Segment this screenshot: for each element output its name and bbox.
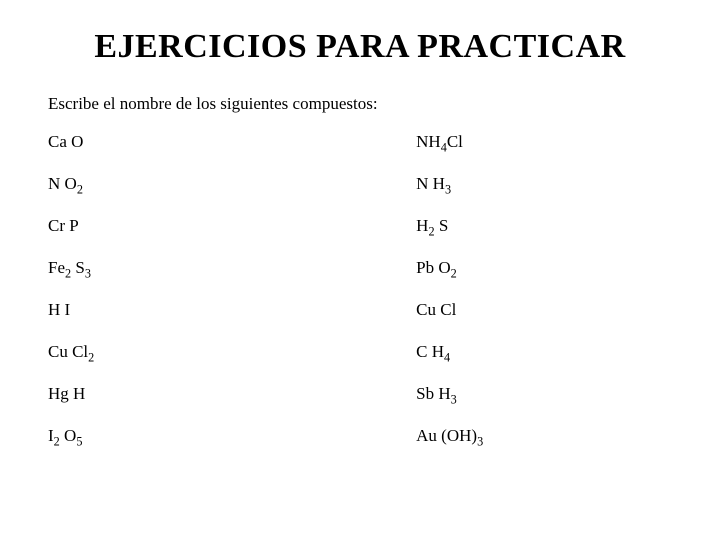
table-row: Hg HSb H3 xyxy=(48,384,672,404)
compound-right: Pb O2 xyxy=(416,258,672,278)
table-row: N O2 N H3 xyxy=(48,174,672,194)
compound-left: N O2 xyxy=(48,174,416,194)
table-row: Cr PH2 S xyxy=(48,216,672,236)
page-title: EJERCICIOS PARA PRACTICAR xyxy=(48,28,672,66)
compound-left: I2 O5 xyxy=(48,426,416,446)
compound-right: Sb H3 xyxy=(416,384,672,404)
table-row: Fe2 S3Pb O2 xyxy=(48,258,672,278)
compound-left: H I xyxy=(48,300,416,320)
table-row: H ICu Cl xyxy=(48,300,672,320)
compound-right: H2 S xyxy=(416,216,672,236)
compound-left: Cu Cl2 xyxy=(48,342,416,362)
compound-right: Au (OH)3 xyxy=(416,426,672,446)
compound-left: Hg H xyxy=(48,384,416,404)
compound-left: Fe2 S3 xyxy=(48,258,416,278)
compound-left: Cr P xyxy=(48,216,416,236)
table-row: I2 O5Au (OH)3 xyxy=(48,426,672,446)
table-row: Cu Cl2 C H4 xyxy=(48,342,672,362)
compound-right: Cu Cl xyxy=(416,300,672,320)
compound-right: C H4 xyxy=(416,342,672,362)
compound-right: N H3 xyxy=(416,174,672,194)
table-row: Ca ONH4Cl xyxy=(48,132,672,152)
compound-right: NH4Cl xyxy=(416,132,672,152)
instruction-text: Escribe el nombre de los siguientes comp… xyxy=(48,94,672,114)
compound-left: Ca O xyxy=(48,132,416,152)
compounds-table: Ca ONH4Cl N O2 N H3 Cr PH2 S Fe2 S3Pb O2 H … xyxy=(48,132,672,446)
